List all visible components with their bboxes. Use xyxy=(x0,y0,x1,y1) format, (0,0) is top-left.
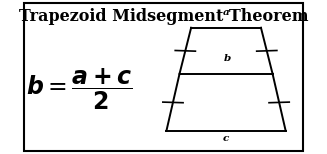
Text: b: b xyxy=(223,54,231,63)
Text: c: c xyxy=(223,134,229,143)
Text: a: a xyxy=(223,8,230,17)
Text: Trapezoid Midsegment Theorem: Trapezoid Midsegment Theorem xyxy=(19,8,308,25)
Text: $\boldsymbol{b} = \dfrac{\boldsymbol{a+c}}{\boldsymbol{2}}$: $\boldsymbol{b} = \dfrac{\boldsymbol{a+c… xyxy=(26,67,132,112)
